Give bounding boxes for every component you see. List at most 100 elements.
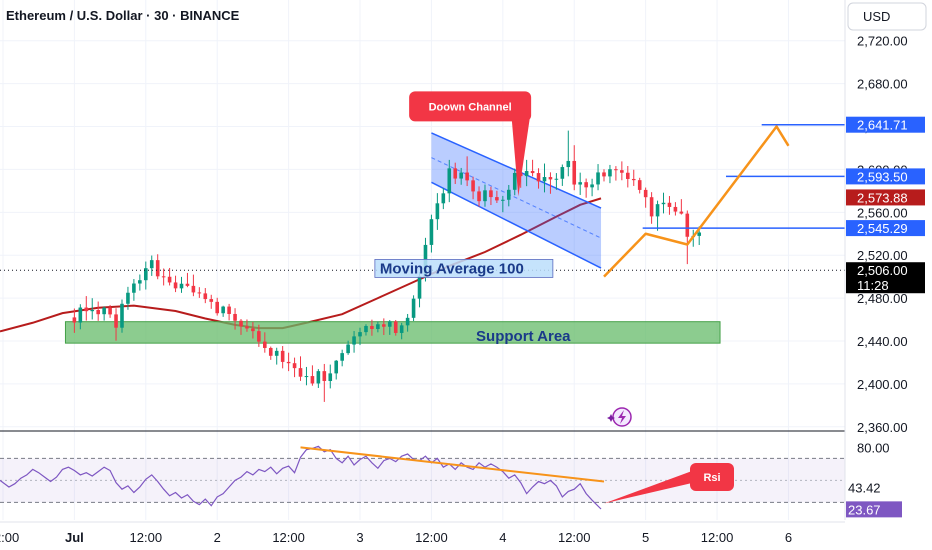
time-tick-label: Jul: [65, 530, 84, 545]
candle-body: [304, 376, 309, 378]
candle-body: [102, 307, 106, 315]
candle-body: [251, 328, 255, 332]
level-price-tag-label: 2,641.71: [857, 118, 908, 133]
candle-body: [453, 168, 458, 179]
candle-body: [239, 320, 243, 327]
rsi-callout-box: [690, 463, 734, 491]
candle-body: [697, 232, 702, 236]
candle-body: [310, 376, 315, 384]
candle-body: [637, 180, 642, 190]
candle-body: [274, 350, 279, 356]
candle-body: [560, 167, 565, 179]
candle-body: [441, 193, 446, 204]
price-tick-label: 2,720.00: [857, 34, 908, 49]
down-channel-callout-box: [409, 91, 532, 122]
horizontal-levels: [642, 123, 845, 229]
candle-body: [673, 206, 678, 212]
candle-body: [685, 213, 690, 237]
down-channel-callout-pointer: [511, 119, 530, 197]
rsi-value-tag: [846, 501, 902, 518]
candle-body: [245, 326, 249, 329]
candle-body: [149, 260, 154, 269]
candle-body: [495, 197, 499, 201]
moving-average-label: Moving Average 100: [380, 260, 524, 277]
candle-body: [655, 204, 660, 217]
candle-body: [292, 363, 297, 369]
currency-button[interactable]: USD: [847, 2, 927, 31]
candle-body: [542, 177, 547, 182]
candle-body: [382, 324, 386, 327]
down-channel-fill: [431, 132, 602, 269]
price-tick-label: 2,560.00: [857, 205, 908, 220]
candle-body: [483, 190, 487, 202]
candle-body: [78, 307, 83, 323]
candle-body: [161, 276, 166, 278]
candle-body: [233, 313, 237, 321]
level-price-tag: [846, 168, 925, 185]
candle-body: [298, 368, 303, 377]
rsi-value-tag-label: 43.42: [848, 481, 881, 496]
candle-body: [167, 276, 172, 283]
candle-body: [191, 285, 196, 293]
candle-body: [667, 202, 672, 207]
rsi-line: [0, 445, 602, 510]
candle-body: [614, 169, 618, 171]
candle-body: [197, 292, 202, 294]
candle-body: [625, 172, 630, 179]
candle-body: [72, 317, 77, 323]
candle-body: [471, 180, 475, 192]
candle-body: [108, 307, 112, 315]
candle-body: [506, 189, 511, 200]
time-tick-label: 6: [785, 530, 792, 545]
level-price-tag: [846, 116, 925, 133]
candle-body: [429, 219, 434, 245]
candle-body: [126, 292, 130, 304]
candle-body: [328, 373, 333, 381]
candle-body: [143, 268, 148, 281]
candle-body: [263, 341, 267, 348]
candle-body: [536, 173, 541, 182]
projection-polyline: [603, 125, 790, 278]
price-axis[interactable]: 2,720.002,680.002,640.002,600.002,560.00…: [844, 0, 932, 550]
candle-body: [364, 325, 368, 333]
candle-body: [280, 350, 285, 362]
rsi-panel: Rsi: [0, 430, 845, 510]
candle-body: [524, 171, 529, 177]
candle-body: [501, 199, 505, 201]
candle-body: [376, 324, 380, 329]
projection-path: [603, 125, 790, 278]
candle-body: [465, 172, 469, 181]
price-tick-label: 2,520.00: [857, 248, 908, 263]
candle-body: [155, 260, 160, 277]
candle-body: [209, 299, 214, 302]
candle-body: [84, 307, 89, 312]
candle-body: [554, 178, 559, 180]
candle-body: [572, 160, 577, 185]
candle-body: [649, 197, 654, 217]
ma-price-tag-label: 2,573.88: [857, 190, 908, 205]
candle-body: [608, 169, 612, 177]
lightning-icon[interactable]: [607, 407, 632, 427]
time-axis[interactable]: 12:00 Jul 12:00 2 12:00 3 12:00 4 12:00 5 12:00 6: [0, 521, 845, 545]
current-price-tag-label: 2,506.00: [857, 263, 908, 278]
time-tick-label: 4: [499, 530, 506, 545]
candle-body: [138, 280, 142, 284]
candle-body: [221, 306, 225, 314]
candle-body: [584, 182, 588, 188]
candle-body: [185, 283, 190, 286]
countdown-label: 11:28: [857, 278, 889, 293]
level-price-tag: [846, 220, 925, 237]
candle-body: [340, 353, 344, 361]
candle-body: [132, 283, 136, 293]
rsi-divergence-line: [300, 446, 605, 483]
candle-body: [548, 177, 553, 180]
candlesticks: [72, 130, 702, 402]
candle-body: [530, 171, 535, 174]
candle-body: [578, 182, 582, 185]
price-tick-label: 2,360.00: [857, 420, 908, 435]
chart-title: Ethereum / U.S. Dollar · 30 · BINANCE: [6, 8, 240, 23]
time-tick-label: 12:00: [272, 530, 305, 545]
candle-body: [620, 170, 624, 173]
price-tick-label: 2,680.00: [857, 77, 908, 92]
